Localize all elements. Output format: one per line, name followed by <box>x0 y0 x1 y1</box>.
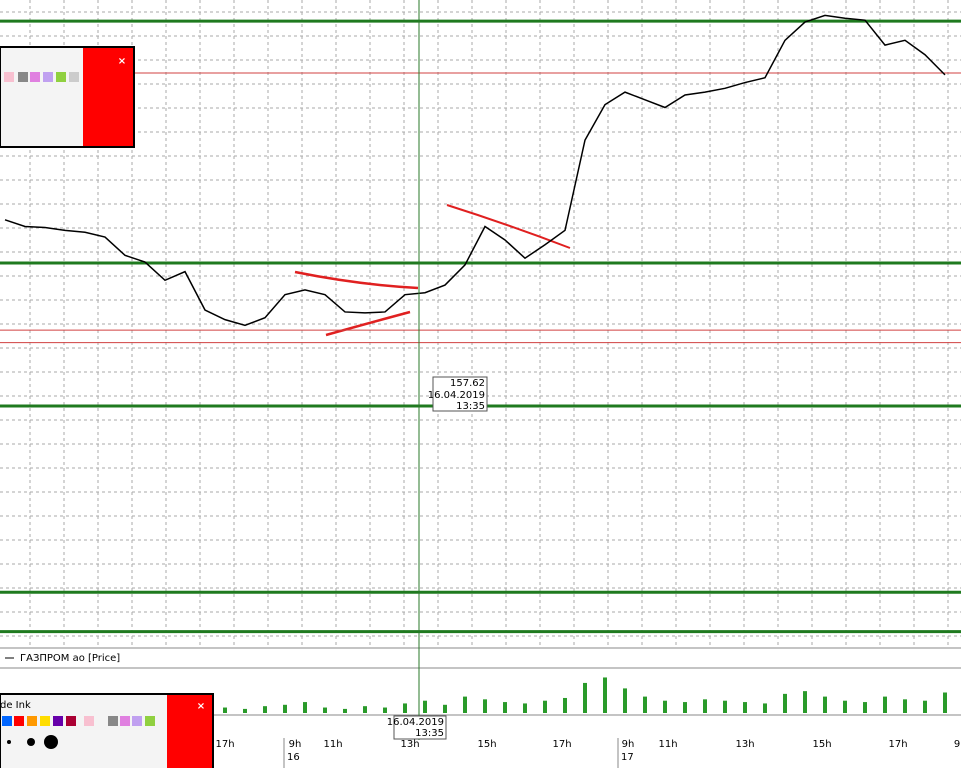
ink-title: de Ink <box>0 700 31 711</box>
volume-bar <box>843 700 847 713</box>
volume-bar <box>443 704 447 713</box>
volume-bar <box>923 700 927 713</box>
x-tick-label: 17h <box>552 739 571 750</box>
x-tick-label: 17h <box>888 739 907 750</box>
volume-bar <box>523 703 527 713</box>
x-tick-label: 15h <box>477 739 496 750</box>
volume-bar <box>343 708 347 713</box>
legend-label: ГАЗПРОМ ао [Price] <box>20 653 120 664</box>
volume-bar <box>483 699 487 713</box>
x-tick-label: 9h <box>622 739 635 750</box>
volume-bar <box>503 702 507 713</box>
day-label: 16 <box>287 752 300 763</box>
volume-bar <box>323 707 327 713</box>
volume-bar <box>583 682 587 713</box>
volume-bar <box>463 696 467 713</box>
volume-bar <box>683 702 687 713</box>
volume-bar <box>243 708 247 713</box>
volume-bar <box>663 700 667 713</box>
volume-bar <box>383 707 387 713</box>
volume-bar <box>283 704 287 713</box>
day-label: 17 <box>621 752 634 763</box>
volume-bar <box>603 677 607 713</box>
axis-crosshair-date: 16.04.2019 <box>387 717 444 728</box>
volume-bar <box>623 688 627 713</box>
volume-bar <box>723 700 727 713</box>
volume-bar <box>783 693 787 713</box>
x-tick-label: 13h <box>400 739 419 750</box>
x-tick-label: 9h <box>289 739 302 750</box>
crosshair-time: 13:35 <box>456 401 485 412</box>
x-tick-label: 11h <box>323 739 342 750</box>
volume-bar <box>883 696 887 713</box>
volume-bar <box>703 699 707 713</box>
x-tick-label: 13h <box>735 739 754 750</box>
price-line <box>4 14 946 327</box>
volume-bar <box>563 697 567 713</box>
x-tick-label: 11h <box>658 739 677 750</box>
axis-crosshair-time: 13:35 <box>415 728 444 739</box>
crosshair-value: 157.62 <box>450 378 485 389</box>
volume-bar <box>823 696 827 713</box>
ink-panel-bottom: × de Ink <box>0 693 214 772</box>
volume-bar <box>263 706 267 713</box>
trend-line <box>446 204 571 249</box>
trend-line <box>294 270 419 290</box>
trend-line <box>325 310 411 337</box>
volume-bar <box>803 691 807 713</box>
x-tick-label: 17h <box>215 739 234 750</box>
svg-text:×: × <box>118 56 126 67</box>
volume-bar <box>423 700 427 713</box>
volume-bar <box>643 696 647 713</box>
volume-bar <box>943 692 947 713</box>
crosshair-box <box>432 376 488 412</box>
volume-bar <box>543 700 547 713</box>
axis-crosshair-box <box>393 715 447 740</box>
volume-bar <box>363 706 367 713</box>
ink-panel-top: × <box>0 46 135 148</box>
volume-bar <box>223 707 227 713</box>
x-tick-label: 15h <box>812 739 831 750</box>
x-tick-label: 9 <box>954 739 960 750</box>
volume-bar <box>763 703 767 713</box>
volume-bar <box>403 703 407 713</box>
crosshair-date: 16.04.2019 <box>428 390 485 401</box>
svg-text:×: × <box>197 701 205 712</box>
volume-bar <box>743 702 747 713</box>
volume-bar <box>863 702 867 713</box>
volume-bar <box>303 702 307 713</box>
volume-bar <box>903 699 907 713</box>
